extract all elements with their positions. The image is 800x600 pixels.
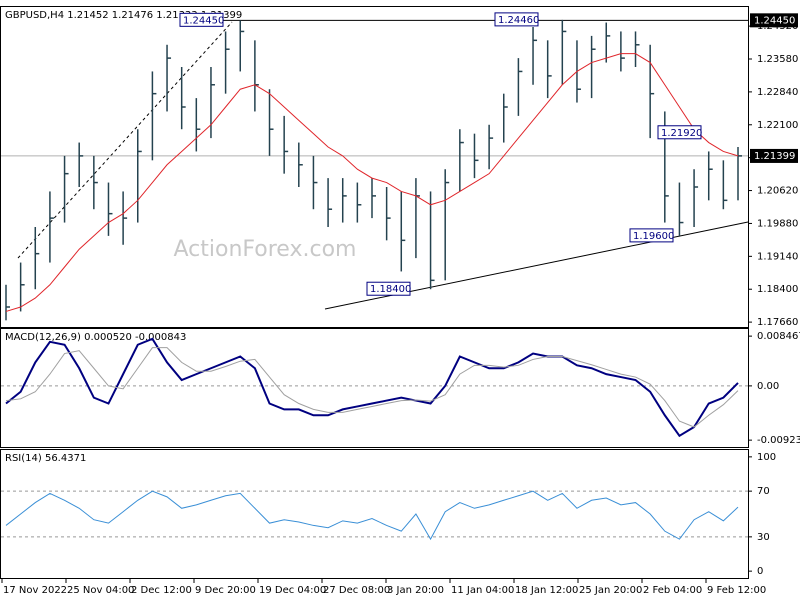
x-tick-label: 19 Dec 04:00 — [259, 585, 326, 596]
level-box — [750, 13, 798, 28]
x-tick-label: 25 Jan 20:00 — [579, 585, 642, 596]
indicator-line — [5, 347, 739, 428]
panel-title: GBPUSD,H4 1.21452 1.21476 1.21333 1.2139… — [5, 10, 242, 21]
x-tick-label: 3 Jan 20:00 — [387, 585, 444, 596]
y-tick-label: 100 — [757, 452, 776, 463]
y-tick-label: 1.20620 — [757, 186, 798, 197]
annotation-box — [629, 228, 674, 243]
x-tick-label: 2 Feb 04:00 — [643, 585, 702, 596]
panel-title: MACD(12,26,9) 0.000520 -0.000843 — [5, 332, 186, 343]
watermark: ActionForex.com — [174, 237, 357, 262]
indicator-line — [5, 337, 739, 438]
y-tick-label: -0.009233 — [757, 435, 800, 446]
panel-title: RSI(14) 56.4371 — [5, 453, 86, 464]
last-price-box — [750, 148, 798, 163]
price-panel — [0, 6, 749, 328]
y-tick-label: 1.19140 — [757, 251, 798, 262]
y-tick-label: 0 — [757, 566, 763, 577]
y-tick-label: 0.008467 — [757, 331, 800, 342]
x-tick-label: 11 Jan 04:00 — [451, 585, 514, 596]
y-tick-label: 1.18400 — [757, 284, 798, 295]
y-tick-label: 1.22100 — [757, 120, 798, 131]
indicator-line — [5, 490, 739, 541]
y-tick-label: 1.19880 — [757, 218, 798, 229]
moving-average — [5, 53, 739, 312]
y-tick-label: 70 — [757, 486, 770, 497]
last-price-label: 1.21399 — [754, 151, 795, 162]
y-tick-label: 30 — [757, 532, 770, 543]
annotation-label: 1.24450 — [183, 15, 224, 26]
annotation-label: 1.19600 — [633, 231, 674, 242]
y-tick-label: 1.22840 — [757, 87, 798, 98]
annotation-box — [366, 281, 411, 296]
annotation-label: 1.18400 — [370, 284, 411, 295]
macd-panel — [0, 328, 749, 448]
x-tick-label: 9 Dec 20:00 — [195, 585, 256, 596]
annotation-label: 1.21920 — [661, 128, 702, 139]
x-tick-label: 2 Dec 12:00 — [131, 585, 192, 596]
level-label: 1.24450 — [754, 15, 795, 26]
y-tick-label: 1.17660 — [757, 317, 798, 328]
annotation-box — [179, 12, 224, 27]
x-tick-label: 9 Feb 12:00 — [707, 585, 766, 596]
x-tick-label: 17 Nov 2022 — [3, 585, 67, 596]
rsi-panel — [0, 449, 749, 579]
y-tick-label: 1.23580 — [757, 54, 798, 65]
annotation-box — [494, 12, 539, 27]
x-tick-label: 18 Jan 12:00 — [515, 585, 578, 596]
annotation-box — [657, 125, 702, 140]
x-tick-label: 27 Dec 08:00 — [323, 585, 390, 596]
y-tick-label: 0.00 — [757, 381, 779, 392]
x-tick-label: 25 Nov 04:00 — [67, 585, 134, 596]
dashed-trend-line — [17, 21, 233, 259]
annotation-label: 1.24460 — [498, 15, 539, 26]
